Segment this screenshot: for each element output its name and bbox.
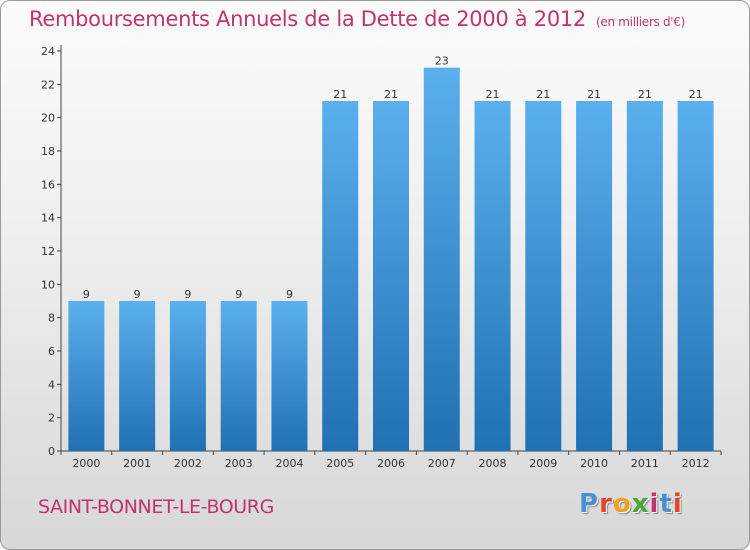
data-label: 21 bbox=[384, 88, 398, 101]
logo-letter: r bbox=[599, 489, 613, 519]
y-tick-label: 12 bbox=[41, 245, 55, 258]
x-tick-label: 2000 bbox=[72, 457, 100, 470]
x-tick-label: 2002 bbox=[174, 457, 202, 470]
bar bbox=[626, 101, 663, 451]
data-label: 21 bbox=[587, 88, 601, 101]
y-tick-label: 14 bbox=[41, 212, 55, 225]
logo-letter: t bbox=[659, 489, 673, 519]
bar bbox=[119, 301, 156, 451]
bar bbox=[423, 67, 460, 452]
logo-letter: i bbox=[672, 489, 683, 519]
y-tick-label: 2 bbox=[48, 412, 55, 425]
logo-letter: P bbox=[579, 489, 600, 519]
bar bbox=[474, 101, 511, 451]
y-tick-label: 0 bbox=[48, 445, 55, 458]
chart-title: Remboursements Annuels de la Dette de 20… bbox=[29, 7, 685, 31]
data-label: 9 bbox=[83, 288, 90, 301]
bar bbox=[322, 101, 359, 451]
data-label: 9 bbox=[286, 288, 293, 301]
bar bbox=[576, 101, 613, 451]
bar bbox=[373, 101, 409, 451]
x-tick-label: 2011 bbox=[631, 457, 659, 470]
data-label: 9 bbox=[134, 288, 141, 301]
bar bbox=[68, 301, 105, 451]
logo-letter: o bbox=[612, 489, 632, 519]
y-tick-label: 20 bbox=[41, 112, 55, 125]
y-tick-label: 8 bbox=[48, 312, 55, 325]
logo-letter: x bbox=[631, 489, 650, 519]
data-label: 9 bbox=[235, 288, 242, 301]
x-tick-label: 2008 bbox=[479, 457, 507, 470]
bar bbox=[677, 101, 714, 451]
x-tick-label: 2010 bbox=[580, 457, 608, 470]
logo-letter: i bbox=[649, 489, 660, 519]
x-tick-label: 2006 bbox=[377, 457, 405, 470]
chart-subtitle: (en milliers d'€) bbox=[596, 15, 686, 29]
y-tick-label: 16 bbox=[41, 178, 55, 191]
data-label: 21 bbox=[536, 88, 550, 101]
data-label: 23 bbox=[435, 55, 449, 68]
data-label: 9 bbox=[184, 288, 191, 301]
data-label: 21 bbox=[689, 88, 703, 101]
y-tick-label: 4 bbox=[48, 378, 55, 391]
data-label: 21 bbox=[333, 88, 347, 101]
chart-title-text: Remboursements Annuels de la Dette de 20… bbox=[29, 7, 586, 31]
bar bbox=[271, 301, 308, 451]
y-tick-label: 22 bbox=[41, 78, 55, 91]
bar bbox=[220, 301, 257, 451]
bar bbox=[525, 101, 562, 451]
x-tick-label: 2007 bbox=[428, 457, 456, 470]
y-tick-label: 10 bbox=[41, 278, 55, 291]
data-label: 21 bbox=[638, 88, 652, 101]
x-tick-label: 2005 bbox=[326, 457, 354, 470]
data-label: 21 bbox=[486, 88, 500, 101]
x-tick-label: 2012 bbox=[682, 457, 710, 470]
x-tick-label: 2003 bbox=[225, 457, 253, 470]
commune-name: SAINT-BONNET-LE-BOURG bbox=[38, 496, 274, 518]
proxiti-logo: Proxiti bbox=[579, 489, 683, 519]
x-tick-label: 2009 bbox=[529, 457, 557, 470]
x-tick-label: 2004 bbox=[275, 457, 303, 470]
x-tick-label: 2001 bbox=[123, 457, 151, 470]
y-tick-label: 18 bbox=[41, 145, 55, 158]
y-tick-label: 6 bbox=[48, 345, 55, 358]
y-tick-label: 24 bbox=[41, 45, 55, 58]
bar bbox=[169, 301, 206, 451]
